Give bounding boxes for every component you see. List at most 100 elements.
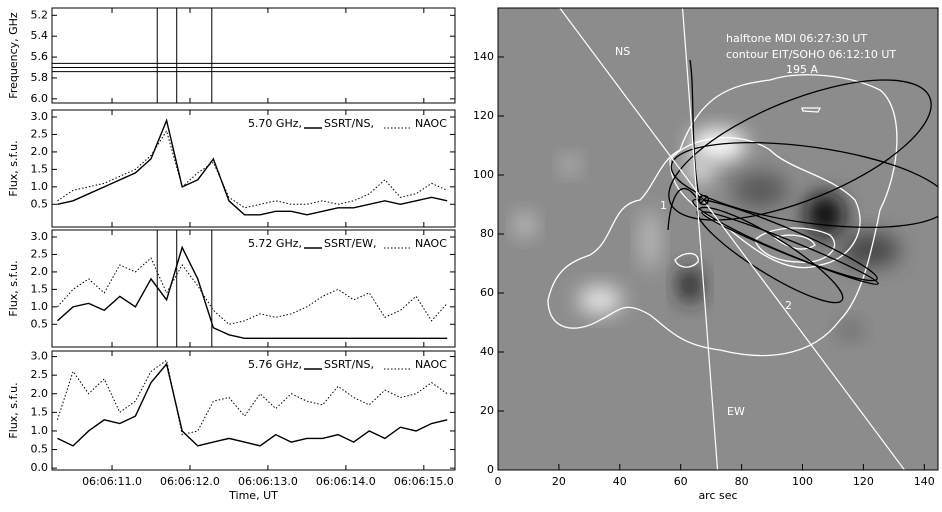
y-tick-label: 3.0 <box>31 350 49 363</box>
x-tick-label: 06:06:12.0 <box>160 475 220 488</box>
y-tick-label: 5.4 <box>31 29 49 42</box>
legend-frequency: 5.76 GHz, <box>248 358 302 371</box>
slit-line <box>681 8 719 470</box>
source-marker <box>698 194 709 206</box>
flux-line <box>57 362 448 447</box>
magnetic-feature <box>640 210 660 270</box>
y-tick-label: 1.5 <box>31 405 49 418</box>
y-tick-label: 1.0 <box>31 424 49 437</box>
legend-frequency: 5.72 GHz, <box>248 237 302 250</box>
y-tick-label: 1.0 <box>31 180 49 193</box>
x-tick-label: 06:06:15.0 <box>394 475 454 488</box>
x-tick-label: 0 <box>495 475 502 488</box>
y-tick-label: 6.0 <box>31 92 49 105</box>
y-tick-label: 60 <box>480 286 494 299</box>
legend-frequency: 5.70 GHz, <box>248 117 302 130</box>
slit-label: EW <box>727 405 745 418</box>
legend-label: NAOC <box>415 117 447 130</box>
euv-contour <box>754 227 836 264</box>
spectrogram-texture <box>52 8 455 103</box>
x-tick-label: 40 <box>613 475 627 488</box>
y-tick-label: 0.5 <box>31 317 49 330</box>
annotation: contour EIT/SOHO 06:12:10 UT <box>726 48 896 61</box>
y-tick-label: 20 <box>480 404 494 417</box>
x-tick-label: 100 <box>792 475 813 488</box>
magnetic-feature <box>678 267 702 303</box>
magnetic-feature <box>515 213 535 237</box>
y-tick-label: 0.0 <box>31 461 49 474</box>
y-axis-label: Frequency, GHz <box>7 12 20 99</box>
y-tick-label: 80 <box>480 227 494 240</box>
plot-frame <box>51 109 456 228</box>
flux-line <box>57 129 448 209</box>
y-tick-label: 140 <box>473 50 494 63</box>
y-tick-label: 2.0 <box>31 387 49 400</box>
y-tick-label: 5.6 <box>31 50 49 63</box>
y-tick-label: 1.5 <box>31 162 49 175</box>
plot-frame <box>51 350 456 471</box>
region-label: 1 <box>660 199 667 212</box>
y-tick-label: 2.0 <box>31 265 49 278</box>
euv-contour <box>547 74 898 357</box>
legend-label: SSRT/NS, <box>324 358 374 371</box>
field-line <box>701 211 879 285</box>
y-tick-label: 5.8 <box>31 71 49 84</box>
legend-label: NAOC <box>415 237 447 250</box>
y-tick-label: 2.5 <box>31 368 49 381</box>
legend-label: SSRT/EW, <box>324 237 377 250</box>
magnetic-feature <box>690 129 746 161</box>
euv-contour <box>801 107 822 113</box>
field-line <box>667 59 701 231</box>
flux-line <box>56 245 448 339</box>
y-axis-label: Flux, s.f.u. <box>7 140 20 196</box>
y-tick-label: 1.5 <box>31 282 49 295</box>
slit-line <box>559 8 905 470</box>
y-tick-label: 0 <box>487 463 494 476</box>
y-tick-label: 3.0 <box>31 230 49 243</box>
x-axis-label: arc sec <box>698 489 737 502</box>
x-tick-label: 06:06:11.0 <box>82 475 142 488</box>
flux-line <box>57 257 448 325</box>
y-tick-label: 2.5 <box>31 127 49 140</box>
flux-line <box>56 359 448 436</box>
annotation: halftone MDI 06:27:30 UT <box>726 32 867 45</box>
y-tick-label: 3.0 <box>31 110 49 123</box>
y-tick-label: 100 <box>473 168 494 181</box>
magnetogram <box>498 8 938 470</box>
x-tick-label: 06:06:13.0 <box>238 475 298 488</box>
plot-frame <box>497 7 939 471</box>
magnetic-feature <box>732 172 788 208</box>
x-tick-label: 80 <box>735 475 749 488</box>
magnetic-feature <box>561 156 579 174</box>
legend-label: NAOC <box>415 358 447 371</box>
x-tick-label: 20 <box>552 475 566 488</box>
annotation: 195 A <box>786 63 818 76</box>
y-tick-label: 2.0 <box>31 145 49 158</box>
source-marker-cross <box>699 195 709 205</box>
plots: 5.2 5.4 5.6 5.8 6.0 Frequency, GHz 5.70 GHz, SS… <box>7 7 939 502</box>
plot-frame <box>51 7 456 104</box>
x-tick-label: 140 <box>914 475 935 488</box>
y-tick-label: 120 <box>473 109 494 122</box>
legend-label: SSRT/NS, <box>324 117 374 130</box>
y-tick-label: 2.5 <box>31 247 49 260</box>
y-axis-label: Flux, s.f.u. <box>7 382 20 438</box>
magnetic-feature <box>578 286 622 314</box>
region-label: 2 <box>785 299 792 312</box>
y-tick-label: 40 <box>480 345 494 358</box>
x-tick-label: 60 <box>674 475 688 488</box>
x-tick-label: 06:06:14.0 <box>316 475 376 488</box>
flux-line <box>57 118 448 216</box>
x-tick-label: 120 <box>853 475 874 488</box>
y-tick-label: 5.2 <box>31 8 49 21</box>
field-line <box>668 79 932 221</box>
magnetic-feature <box>838 320 862 340</box>
y-tick-label: 0.5 <box>31 197 49 210</box>
y-axis-label: Flux, s.f.u. <box>7 260 20 316</box>
plot-frame <box>51 229 456 348</box>
y-tick-label: 0.5 <box>31 443 49 456</box>
euv-contour <box>674 252 699 268</box>
x-axis-label: Time, UT <box>228 489 278 502</box>
y-tick-label: 1.0 <box>31 300 49 313</box>
